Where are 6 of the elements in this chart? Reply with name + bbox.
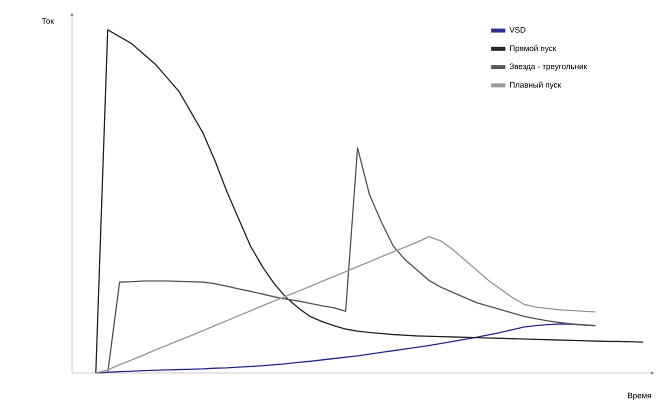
legend-label: VSD <box>509 26 526 33</box>
x-axis-title: Время <box>628 392 651 400</box>
legend-label: Прямой пуск <box>510 44 556 53</box>
legend-label: Плавный пуск <box>510 82 562 90</box>
y-axis-title: Ток <box>42 18 54 24</box>
legend-label: Звезда - треугольник <box>510 63 588 71</box>
